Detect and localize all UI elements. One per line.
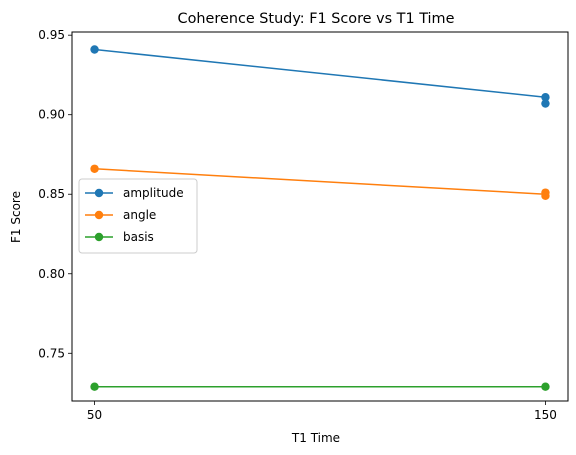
y-tick-label: 0.75 — [38, 346, 65, 360]
x-axis-label: T1 Time — [291, 431, 340, 445]
legend-label-basis: basis — [123, 230, 154, 244]
data-point-amplitude-1 — [541, 93, 550, 102]
x-tick-label: 50 — [87, 408, 102, 422]
series-line-amplitude — [94, 48, 546, 98]
legend: amplitude angle basis — [78, 178, 198, 254]
legend-label-angle: angle — [123, 208, 156, 222]
x-axis: 50 150 — [87, 401, 557, 422]
legend-label-amplitude: amplitude — [123, 186, 184, 200]
series-line-angle — [94, 168, 546, 195]
legend-marker-basis — [94, 232, 104, 242]
y-tick-label: 0.85 — [38, 187, 65, 201]
y-tick-label: 0.90 — [38, 108, 65, 122]
data-point-basis-1 — [541, 382, 550, 391]
x-tick-label: 150 — [534, 408, 557, 422]
legend-marker-amplitude — [94, 188, 104, 198]
data-point-angle-2 — [541, 191, 550, 201]
data-point-amplitude-2 — [541, 99, 550, 108]
y-axis: 0.75 0.80 0.85 0.90 0.95 — [38, 28, 72, 360]
data-point-angle-0 — [90, 164, 99, 173]
y-tick-label: 0.80 — [38, 267, 65, 281]
y-axis-label: F1 Score — [9, 191, 23, 243]
legend-marker-angle — [94, 210, 104, 220]
chart-title: Coherence Study: F1 Score vs T1 Time — [178, 11, 455, 27]
legend-box — [78, 178, 198, 254]
data-point-basis-0 — [90, 382, 99, 391]
data-point-amplitude-0 — [90, 45, 99, 54]
axes-frame — [71, 31, 569, 402]
y-tick-label: 0.95 — [38, 28, 65, 42]
plot-area — [90, 45, 550, 391]
